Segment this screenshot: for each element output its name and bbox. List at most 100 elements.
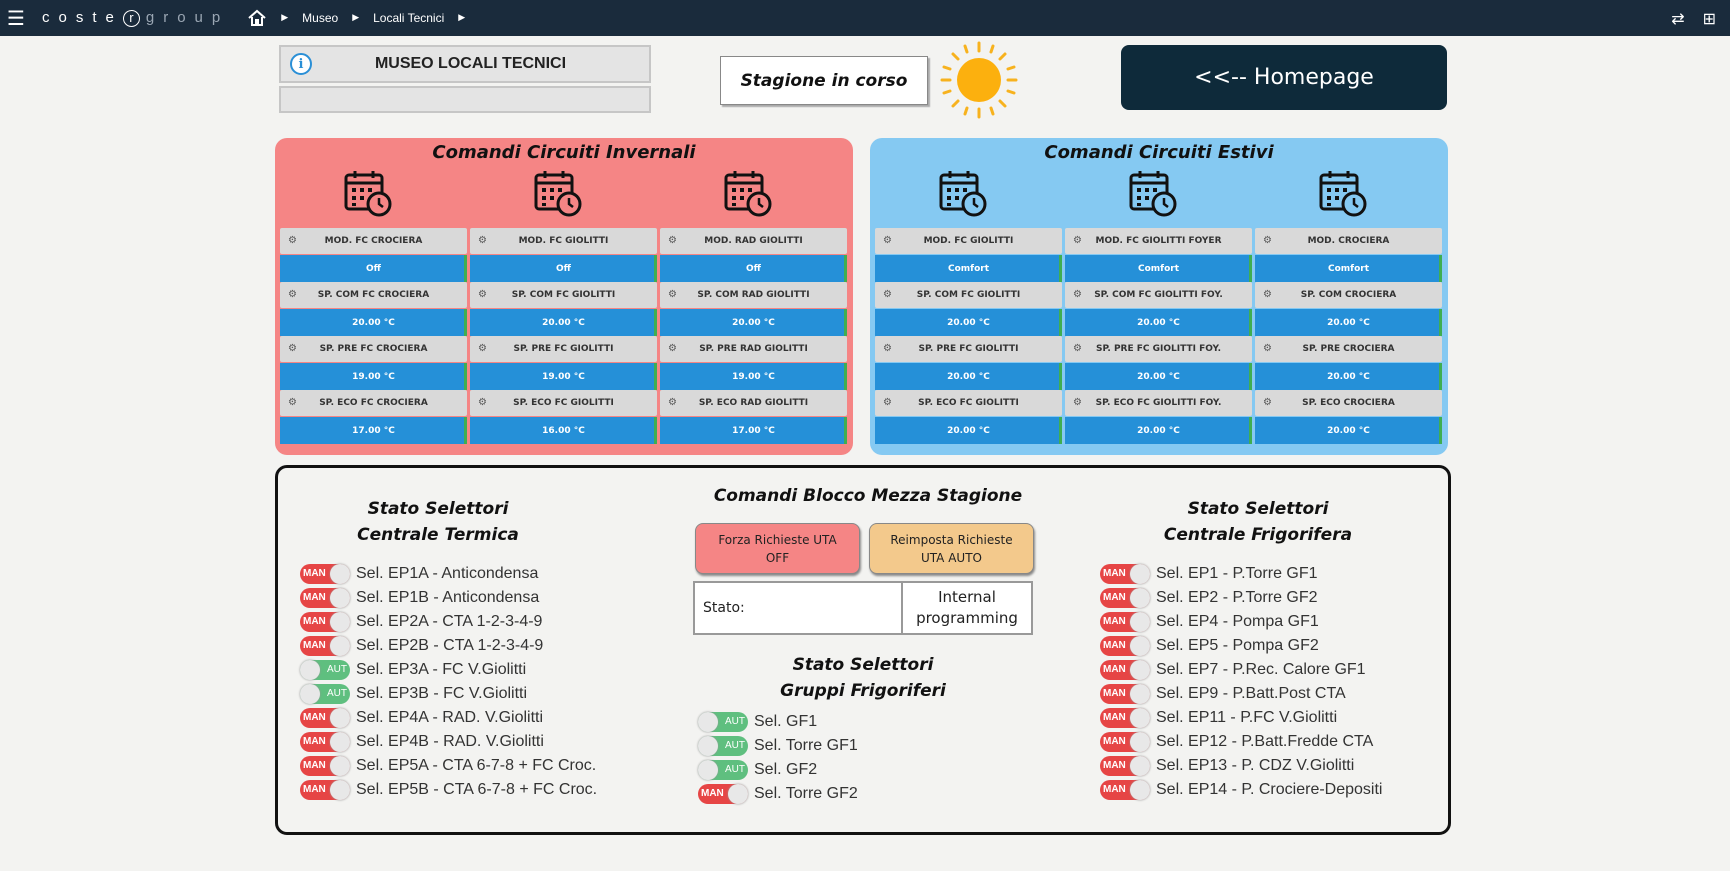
tile-label: MOD. FC GIOLITTI FOYER bbox=[1065, 228, 1252, 254]
toggle-state-text: MAN bbox=[1103, 784, 1126, 795]
tile-value[interactable]: 16.00 °C bbox=[470, 417, 657, 444]
gear-icon: ⚙ bbox=[883, 289, 892, 300]
selector-toggle[interactable]: MAN bbox=[1100, 732, 1150, 752]
winter-tile[interactable]: SP. ECO RAD GIOLITTI ⚙ 17.00 °C bbox=[660, 390, 847, 444]
gear-icon: ⚙ bbox=[288, 397, 297, 408]
winter-tile[interactable]: SP. ECO FC CROCIERA ⚙ 17.00 °C bbox=[280, 390, 467, 444]
selector-toggle[interactable]: AUT bbox=[300, 684, 350, 704]
selector-toggle[interactable]: MAN bbox=[1100, 660, 1150, 680]
chevron-right-icon[interactable]: ▶ bbox=[458, 13, 466, 23]
winter-tile[interactable]: SP. PRE RAD GIOLITTI ⚙ 19.00 °C bbox=[660, 336, 847, 390]
tile-value[interactable]: 20.00 °C bbox=[470, 309, 657, 336]
selector-toggle[interactable]: MAN bbox=[300, 612, 350, 632]
selector-toggle[interactable]: MAN bbox=[300, 756, 350, 776]
tile-value[interactable]: 19.00 °C bbox=[280, 363, 467, 390]
tile-label: MOD. RAD GIOLITTI bbox=[660, 228, 847, 254]
summer-tile[interactable]: SP. PRE FC GIOLITTI FOY. ⚙ 20.00 °C bbox=[1065, 336, 1252, 390]
selector-toggle[interactable]: MAN bbox=[300, 636, 350, 656]
selector-toggle[interactable]: AUT bbox=[698, 760, 748, 780]
tile-value[interactable]: 20.00 °C bbox=[875, 417, 1062, 444]
tile-value[interactable]: Comfort bbox=[875, 255, 1062, 282]
breadcrumb-museo[interactable]: Museo bbox=[302, 11, 339, 25]
summer-tile[interactable]: MOD. CROCIERA ⚙ Comfort bbox=[1255, 228, 1442, 282]
selector-toggle[interactable]: MAN bbox=[1100, 780, 1150, 800]
tile-value[interactable]: 17.00 °C bbox=[660, 417, 847, 444]
tile-value[interactable]: 20.00 °C bbox=[875, 309, 1062, 336]
selector-toggle[interactable]: MAN bbox=[1100, 708, 1150, 728]
toggle-state-text: AUT bbox=[725, 716, 745, 727]
calendar-clock-icon[interactable] bbox=[343, 168, 393, 218]
summer-tile[interactable]: SP. COM CROCIERA ⚙ 20.00 °C bbox=[1255, 282, 1442, 336]
selector-toggle[interactable]: MAN bbox=[1100, 612, 1150, 632]
tile-value[interactable]: 20.00 °C bbox=[660, 309, 847, 336]
tile-value[interactable]: 20.00 °C bbox=[1255, 417, 1442, 444]
gear-icon: ⚙ bbox=[1263, 397, 1272, 408]
tile-value[interactable]: 20.00 °C bbox=[1255, 309, 1442, 336]
tile-value[interactable]: Off bbox=[280, 255, 467, 282]
selector-toggle[interactable]: MAN bbox=[300, 732, 350, 752]
calendar-clock-icon[interactable] bbox=[533, 168, 583, 218]
selector-toggle[interactable]: AUT bbox=[698, 736, 748, 756]
selector-toggle[interactable]: MAN bbox=[1100, 756, 1150, 776]
winter-tile[interactable]: SP. COM FC GIOLITTI ⚙ 20.00 °C bbox=[470, 282, 657, 336]
winter-tile[interactable]: SP. COM FC CROCIERA ⚙ 20.00 °C bbox=[280, 282, 467, 336]
forza-richieste-uta-off-button[interactable]: Forza Richieste UTA OFF bbox=[695, 523, 860, 574]
winter-tile[interactable]: MOD. RAD GIOLITTI ⚙ Off bbox=[660, 228, 847, 282]
winter-tile[interactable]: SP. PRE FC GIOLITTI ⚙ 19.00 °C bbox=[470, 336, 657, 390]
tile-value[interactable]: 20.00 °C bbox=[1065, 363, 1252, 390]
tile-value[interactable]: 20.00 °C bbox=[280, 309, 467, 336]
summer-tile[interactable]: SP. COM FC GIOLITTI ⚙ 20.00 °C bbox=[875, 282, 1062, 336]
summer-tile[interactable]: SP. PRE FC GIOLITTI ⚙ 20.00 °C bbox=[875, 336, 1062, 390]
selector-label: Sel. EP3A - FC V.Giolitti bbox=[356, 661, 527, 678]
selector-toggle[interactable]: MAN bbox=[1100, 588, 1150, 608]
tile-value[interactable]: Off bbox=[660, 255, 847, 282]
selector-toggle[interactable]: MAN bbox=[300, 708, 350, 728]
tile-value[interactable]: 20.00 °C bbox=[875, 363, 1062, 390]
winter-tile[interactable]: SP. ECO FC GIOLITTI ⚙ 16.00 °C bbox=[470, 390, 657, 444]
selector-row: AUT Sel. EP3A - FC V.Giolitti bbox=[300, 658, 597, 682]
homepage-button[interactable]: <<-- Homepage bbox=[1121, 45, 1447, 110]
tile-value[interactable]: 20.00 °C bbox=[1065, 417, 1252, 444]
winter-tile[interactable]: MOD. FC CROCIERA ⚙ Off bbox=[280, 228, 467, 282]
calendar-clock-icon[interactable] bbox=[1128, 168, 1178, 218]
home-icon[interactable] bbox=[247, 8, 267, 28]
calendar-clock-icon[interactable] bbox=[723, 168, 773, 218]
selector-toggle[interactable]: AUT bbox=[698, 712, 748, 732]
tile-value[interactable]: Comfort bbox=[1255, 255, 1442, 282]
winter-tile[interactable]: SP. PRE FC CROCIERA ⚙ 19.00 °C bbox=[280, 336, 467, 390]
tile-value[interactable]: 19.00 °C bbox=[660, 363, 847, 390]
summer-tile[interactable]: SP. ECO FC GIOLITTI FOY. ⚙ 20.00 °C bbox=[1065, 390, 1252, 444]
winter-tile[interactable]: MOD. FC GIOLITTI ⚙ Off bbox=[470, 228, 657, 282]
tile-value[interactable]: 20.00 °C bbox=[1065, 309, 1252, 336]
summer-tile[interactable]: SP. ECO FC GIOLITTI ⚙ 20.00 °C bbox=[875, 390, 1062, 444]
tile-value[interactable]: Comfort bbox=[1065, 255, 1252, 282]
selector-toggle[interactable]: MAN bbox=[698, 784, 748, 804]
selector-row: MAN Sel. EP1A - Anticondensa bbox=[300, 562, 597, 586]
selector-toggle[interactable]: MAN bbox=[300, 588, 350, 608]
summer-tile[interactable]: MOD. FC GIOLITTI ⚙ Comfort bbox=[875, 228, 1062, 282]
selector-toggle[interactable]: AUT bbox=[300, 660, 350, 680]
info-icon[interactable]: i bbox=[290, 53, 312, 75]
calendar-clock-icon[interactable] bbox=[1318, 168, 1368, 218]
tile-value[interactable]: 20.00 °C bbox=[1255, 363, 1442, 390]
selector-toggle[interactable]: MAN bbox=[1100, 636, 1150, 656]
grid-icon[interactable]: ⊞ bbox=[1702, 8, 1716, 28]
tile-value[interactable]: 19.00 °C bbox=[470, 363, 657, 390]
tile-value[interactable]: Off bbox=[470, 255, 657, 282]
selector-row: MAN Sel. EP12 - P.Batt.Fredde CTA bbox=[1100, 730, 1382, 754]
selector-toggle[interactable]: MAN bbox=[1100, 684, 1150, 704]
summer-tile[interactable]: MOD. FC GIOLITTI FOYER ⚙ Comfort bbox=[1065, 228, 1252, 282]
tile-value[interactable]: 17.00 °C bbox=[280, 417, 467, 444]
selector-toggle[interactable]: MAN bbox=[300, 780, 350, 800]
summer-tile[interactable]: SP. ECO CROCIERA ⚙ 20.00 °C bbox=[1255, 390, 1442, 444]
winter-tile[interactable]: SP. COM RAD GIOLITTI ⚙ 20.00 °C bbox=[660, 282, 847, 336]
refresh-icon[interactable]: ⇄ bbox=[1671, 8, 1685, 28]
reimposta-richieste-uta-auto-button[interactable]: Reimposta Richieste UTA AUTO bbox=[869, 523, 1034, 574]
breadcrumb-locali-tecnici[interactable]: Locali Tecnici bbox=[373, 11, 445, 25]
selector-toggle[interactable]: MAN bbox=[1100, 564, 1150, 584]
calendar-clock-icon[interactable] bbox=[938, 168, 988, 218]
summer-tile[interactable]: SP. PRE CROCIERA ⚙ 20.00 °C bbox=[1255, 336, 1442, 390]
summer-tile[interactable]: SP. COM FC GIOLITTI FOY. ⚙ 20.00 °C bbox=[1065, 282, 1252, 336]
selector-toggle[interactable]: MAN bbox=[300, 564, 350, 584]
hamburger-menu-icon[interactable]: ☰ bbox=[7, 6, 25, 30]
